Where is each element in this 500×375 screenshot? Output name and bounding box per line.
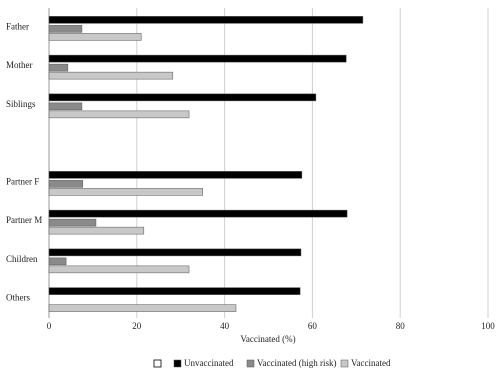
bar <box>48 25 83 33</box>
bar <box>48 110 190 119</box>
bar <box>48 287 301 295</box>
bar <box>48 188 203 196</box>
bar <box>48 54 347 63</box>
y-tick-label: Partner M <box>6 215 42 225</box>
x-axis-label: Vaccinated (%) <box>240 334 295 344</box>
legend-swatch <box>173 359 182 368</box>
y-tick-label: Siblings <box>6 99 36 109</box>
legend-swatch <box>246 359 255 368</box>
bar <box>48 257 67 266</box>
y-tick-label: Mother <box>6 60 33 70</box>
bar <box>48 218 97 227</box>
bar <box>48 180 84 188</box>
y-tick-label: Others <box>6 293 30 303</box>
legend-label: Unvaccinated <box>184 358 234 368</box>
bar <box>48 171 303 179</box>
bar <box>48 304 237 312</box>
bar <box>48 71 174 80</box>
x-tick-label: 0 <box>47 321 52 331</box>
bar <box>48 93 317 102</box>
legend-label: Vaccinated (high risk) <box>257 358 336 368</box>
legend-swatch <box>340 359 349 368</box>
x-tick-label: 60 <box>308 321 318 331</box>
bar <box>48 63 69 72</box>
y-tick-label: Father <box>6 21 29 31</box>
x-tick-label: 40 <box>220 321 230 331</box>
bar <box>48 102 83 111</box>
x-tick-label: 100 <box>481 321 495 331</box>
bar <box>48 265 190 274</box>
x-tick-label: 20 <box>132 321 142 331</box>
bar <box>48 226 145 235</box>
legend-label: Vaccinated <box>351 358 391 368</box>
bar <box>48 209 348 218</box>
bar <box>48 248 302 257</box>
bar <box>48 33 142 41</box>
x-tick-label: 80 <box>396 321 406 331</box>
y-tick-label: Partner F <box>6 176 39 186</box>
y-tick-label: Children <box>6 254 38 264</box>
legend-swatch-blank <box>153 359 162 368</box>
bar <box>48 16 364 24</box>
